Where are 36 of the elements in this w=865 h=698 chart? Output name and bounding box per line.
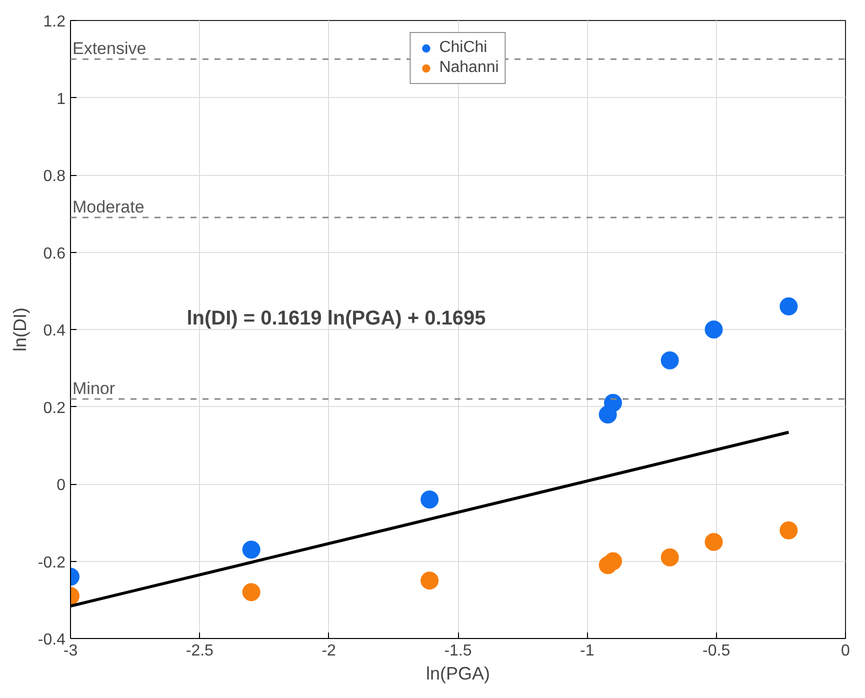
point bbox=[420, 490, 439, 508]
point bbox=[242, 540, 260, 559]
point bbox=[780, 521, 798, 540]
point bbox=[704, 320, 723, 338]
point bbox=[660, 351, 679, 370]
point bbox=[780, 297, 798, 316]
point bbox=[660, 548, 679, 566]
ref-line-label: Minor bbox=[72, 379, 116, 398]
legend-label: ChiChi bbox=[439, 39, 488, 57]
y-tick-label: 0.8 bbox=[43, 168, 66, 185]
x-axis-title: ln(PGA) bbox=[426, 664, 490, 684]
y-tick-label: 0.4 bbox=[43, 322, 66, 340]
x-tick-label: -2.5 bbox=[186, 642, 214, 660]
ref-line-label: Moderate bbox=[72, 197, 144, 216]
point bbox=[604, 394, 622, 412]
x-tick-label: 0 bbox=[841, 642, 850, 660]
y-tick-label: 1.2 bbox=[43, 14, 66, 30]
point bbox=[420, 572, 439, 590]
x-tick-label: -0.5 bbox=[702, 642, 730, 660]
y-tick-label: 0.2 bbox=[43, 400, 66, 417]
y-tick-label: 0 bbox=[56, 477, 66, 494]
annotation: ln(DI) = 0.1619 ln(PGA) + 0.1695 bbox=[186, 308, 486, 330]
point bbox=[704, 532, 723, 551]
y-tick-label: 0.6 bbox=[43, 245, 66, 262]
point bbox=[604, 552, 622, 570]
ref-line-label: Extensive bbox=[72, 39, 146, 58]
y-axis-title: ln(DI) bbox=[10, 308, 30, 352]
legend-label: Nahanni bbox=[439, 59, 499, 77]
y-tick-label: -0.4 bbox=[38, 632, 66, 648]
y-tick-label: 1 bbox=[56, 90, 66, 108]
x-tick-label: -1 bbox=[580, 642, 594, 660]
y-tick-label: -0.2 bbox=[38, 554, 66, 572]
point bbox=[242, 583, 260, 602]
x-tick-label: -2 bbox=[322, 642, 336, 660]
x-tick-label: -1.5 bbox=[444, 642, 472, 660]
x-tick-label: -3 bbox=[63, 642, 78, 660]
